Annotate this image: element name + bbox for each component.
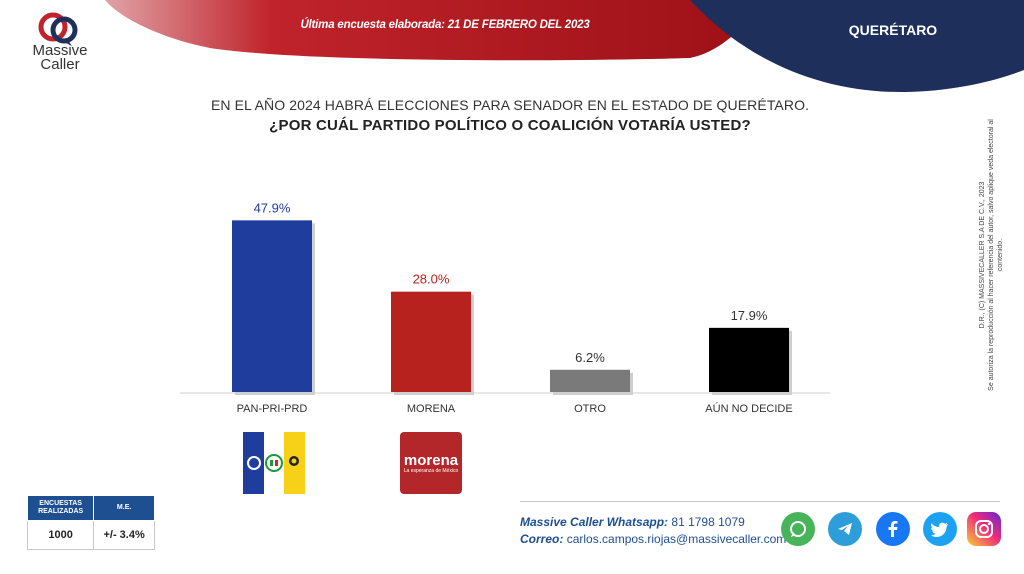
bar-value-label: 28.0%: [413, 272, 450, 287]
morena-logo-tagline: La esperanza de México: [403, 467, 459, 474]
state-label: QUERÉTARO: [848, 22, 938, 38]
whatsapp-label: Massive Caller Whatsapp:: [520, 515, 669, 529]
email-label: Correo:: [520, 532, 564, 546]
survey-count: 1000: [26, 520, 95, 550]
brand-line1: Massive: [32, 42, 88, 59]
instagram-icon[interactable]: [967, 512, 1001, 546]
brand-line2: Caller: [40, 56, 80, 73]
whatsapp-icon[interactable]: [781, 512, 815, 546]
email-address[interactable]: carlos.campos.riojas@massivecaller.com: [566, 532, 787, 546]
category-label: OTRO: [574, 403, 606, 415]
brand-name: Massive Caller: [20, 42, 100, 73]
chart-subtitle: EN EL AÑO 2024 HABRÁ ELECCIONES PARA SEN…: [210, 97, 810, 113]
surveys-header: ENCUESTAS REALIZADAS: [26, 495, 95, 521]
copyright-line1: D.R., (C) MASSIVECALLER S.A DE C.V., 202…: [979, 181, 986, 329]
category-label: PAN-PRI-PRD: [237, 403, 308, 415]
bar-value-label: 47.9%: [254, 200, 291, 215]
email-contact: Correo: carlos.campos.riojas@massivecall…: [520, 532, 786, 546]
margin-of-error: +/- 3.4%: [93, 520, 155, 550]
morena-logo-icon: morena La esperanza de México: [400, 432, 462, 494]
chart-title: ¿POR CUÁL PARTIDO POLÍTICO O COALICIÓN V…: [269, 117, 751, 134]
surveys-header-line2: REALIZADAS: [38, 508, 84, 515]
bar-otro: [550, 369, 630, 392]
bar-value-label: 17.9%: [731, 308, 768, 323]
morena-logo-word: morena: [403, 451, 459, 469]
footer-divider: [520, 501, 1000, 502]
coalition-logo-icon: [243, 432, 305, 494]
header-red-band: [105, 0, 770, 61]
category-label: MORENA: [407, 403, 456, 415]
header-navy-arc: [690, 0, 1024, 92]
bar-value-label: 6.2%: [575, 350, 605, 365]
whatsapp-number[interactable]: 81 1798 1079: [671, 515, 745, 529]
facebook-icon[interactable]: [876, 512, 910, 546]
surveys-header-line1: ENCUESTAS: [39, 500, 82, 507]
twitter-icon[interactable]: [923, 512, 957, 546]
last-survey-date: Última encuesta elaborada: 21 DE FEBRERO…: [300, 19, 590, 31]
bar-pan-pri-prd: [232, 220, 312, 392]
massive-caller-logo-icon: [38, 12, 78, 46]
copyright-line2: Se autoriza la reproducción al hacer ref…: [988, 119, 1004, 391]
header-background: [105, 0, 1024, 92]
category-label: AÚN NO DECIDE: [705, 402, 792, 415]
copyright-notice: D.R., (C) MASSIVECALLER S.A DE C.V., 202…: [978, 110, 1008, 400]
bar-morena: [391, 291, 471, 392]
telegram-icon[interactable]: [828, 512, 862, 546]
margin-header: M.E.: [93, 495, 155, 521]
whatsapp-contact: Massive Caller Whatsapp: 81 1798 1079: [520, 515, 745, 529]
survey-info-table: ENCUESTAS REALIZADAS M.E. 1000 +/- 3.4%: [26, 495, 155, 550]
bar-a-n-no-decide: [709, 327, 789, 392]
